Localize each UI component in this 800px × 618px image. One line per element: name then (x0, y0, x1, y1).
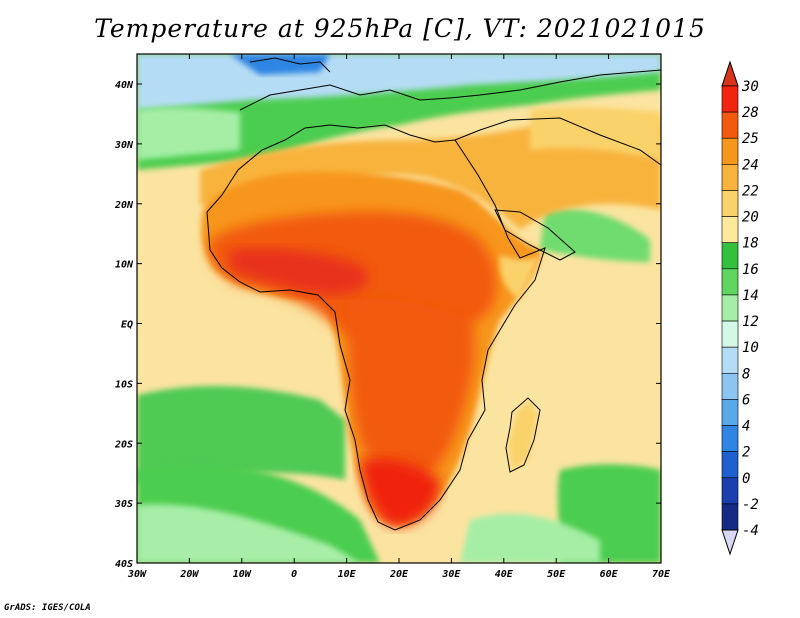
colorbar-swatch (721, 399, 739, 426)
colorbar-label: -4 (742, 523, 759, 539)
colorbar-label: 8 (742, 366, 750, 382)
colorbar-swatch (721, 503, 739, 531)
colorbar-swatch (721, 242, 739, 270)
colorbar-label: 25 (742, 131, 759, 147)
lon-tick-label: 70E (652, 569, 671, 580)
lon-tick-label: 30E (441, 569, 461, 580)
colorbar-swatch (721, 294, 739, 322)
lat-tick-label: 20N (114, 200, 134, 211)
lon-tick-label: 0 (291, 569, 297, 580)
lat-tick-label: 40N (115, 80, 134, 91)
colorbar-swatch (721, 320, 739, 348)
colorbar-swatch (721, 190, 739, 217)
lon-tick-label: 40E (495, 569, 514, 580)
colorbar-label: 16 (742, 262, 759, 278)
colorbar-label: 12 (742, 314, 759, 330)
colorbar-label: 6 (742, 392, 750, 408)
colorbar-swatch (721, 346, 739, 374)
lat-tick-label: 30N (114, 140, 134, 151)
colorbar-label: 28 (742, 105, 759, 121)
colorbar-under-triangle (721, 529, 739, 556)
colorbar-label: 2 (742, 445, 750, 461)
colorbar-label: 0 (742, 471, 750, 487)
lat-tick-label: EQ (121, 320, 133, 331)
colorbar-label: 14 (742, 288, 759, 304)
coastlines (206, 57, 661, 531)
colorbar-label: 18 (742, 236, 759, 252)
lon-tick-label: 30W (127, 569, 147, 580)
colorbar-swatch (721, 164, 739, 191)
lat-tick-label: 10N (115, 260, 134, 271)
lat-tick-label: 20S (114, 439, 133, 450)
grads-credit: GrADS: IGES/COLA (4, 603, 91, 613)
colorbar-label: 30 (741, 79, 759, 95)
lon-tick-label: 60E (600, 569, 619, 580)
lon-tick-label: 50E (547, 569, 566, 580)
colorbar-label: 10 (742, 340, 759, 356)
colorbar-label: 4 (742, 419, 750, 435)
lon-tick-label: 20W (179, 569, 199, 580)
lon-tick-label: 10W (233, 569, 252, 580)
colorbar-over-triangle (721, 60, 739, 87)
lon-tick-label: 10E (338, 569, 357, 580)
colorbar-swatch (721, 477, 739, 505)
map-axes: 30W 20W 10W 0 10E 20E 30E 40E 50E 60E 70E 40N 30N 20N… (114, 54, 671, 580)
colorbar-swatch (721, 372, 739, 400)
colorbar-label: 20 (742, 210, 759, 226)
colorbar-swatch (721, 85, 739, 113)
colorbar-swatch (721, 425, 739, 452)
colorbar-swatch (721, 216, 739, 244)
lat-tick-label: 10S (115, 379, 133, 390)
colorbar-swatch (721, 137, 739, 165)
colorbar-label: 22 (742, 183, 759, 199)
lat-tick-label: 40S (115, 559, 133, 570)
colorbar-swatch (721, 268, 739, 296)
colorbar-swatch (721, 111, 739, 139)
lat-tick-label: 30S (114, 499, 133, 510)
colorbar-label: 24 (742, 157, 759, 173)
colorbar-label: -2 (742, 497, 759, 513)
lon-tick-label: 20E (389, 569, 409, 580)
colorbar-swatch (721, 451, 739, 479)
map-title: Temperature at 925hPa [C], VT: 202102101… (94, 14, 706, 43)
